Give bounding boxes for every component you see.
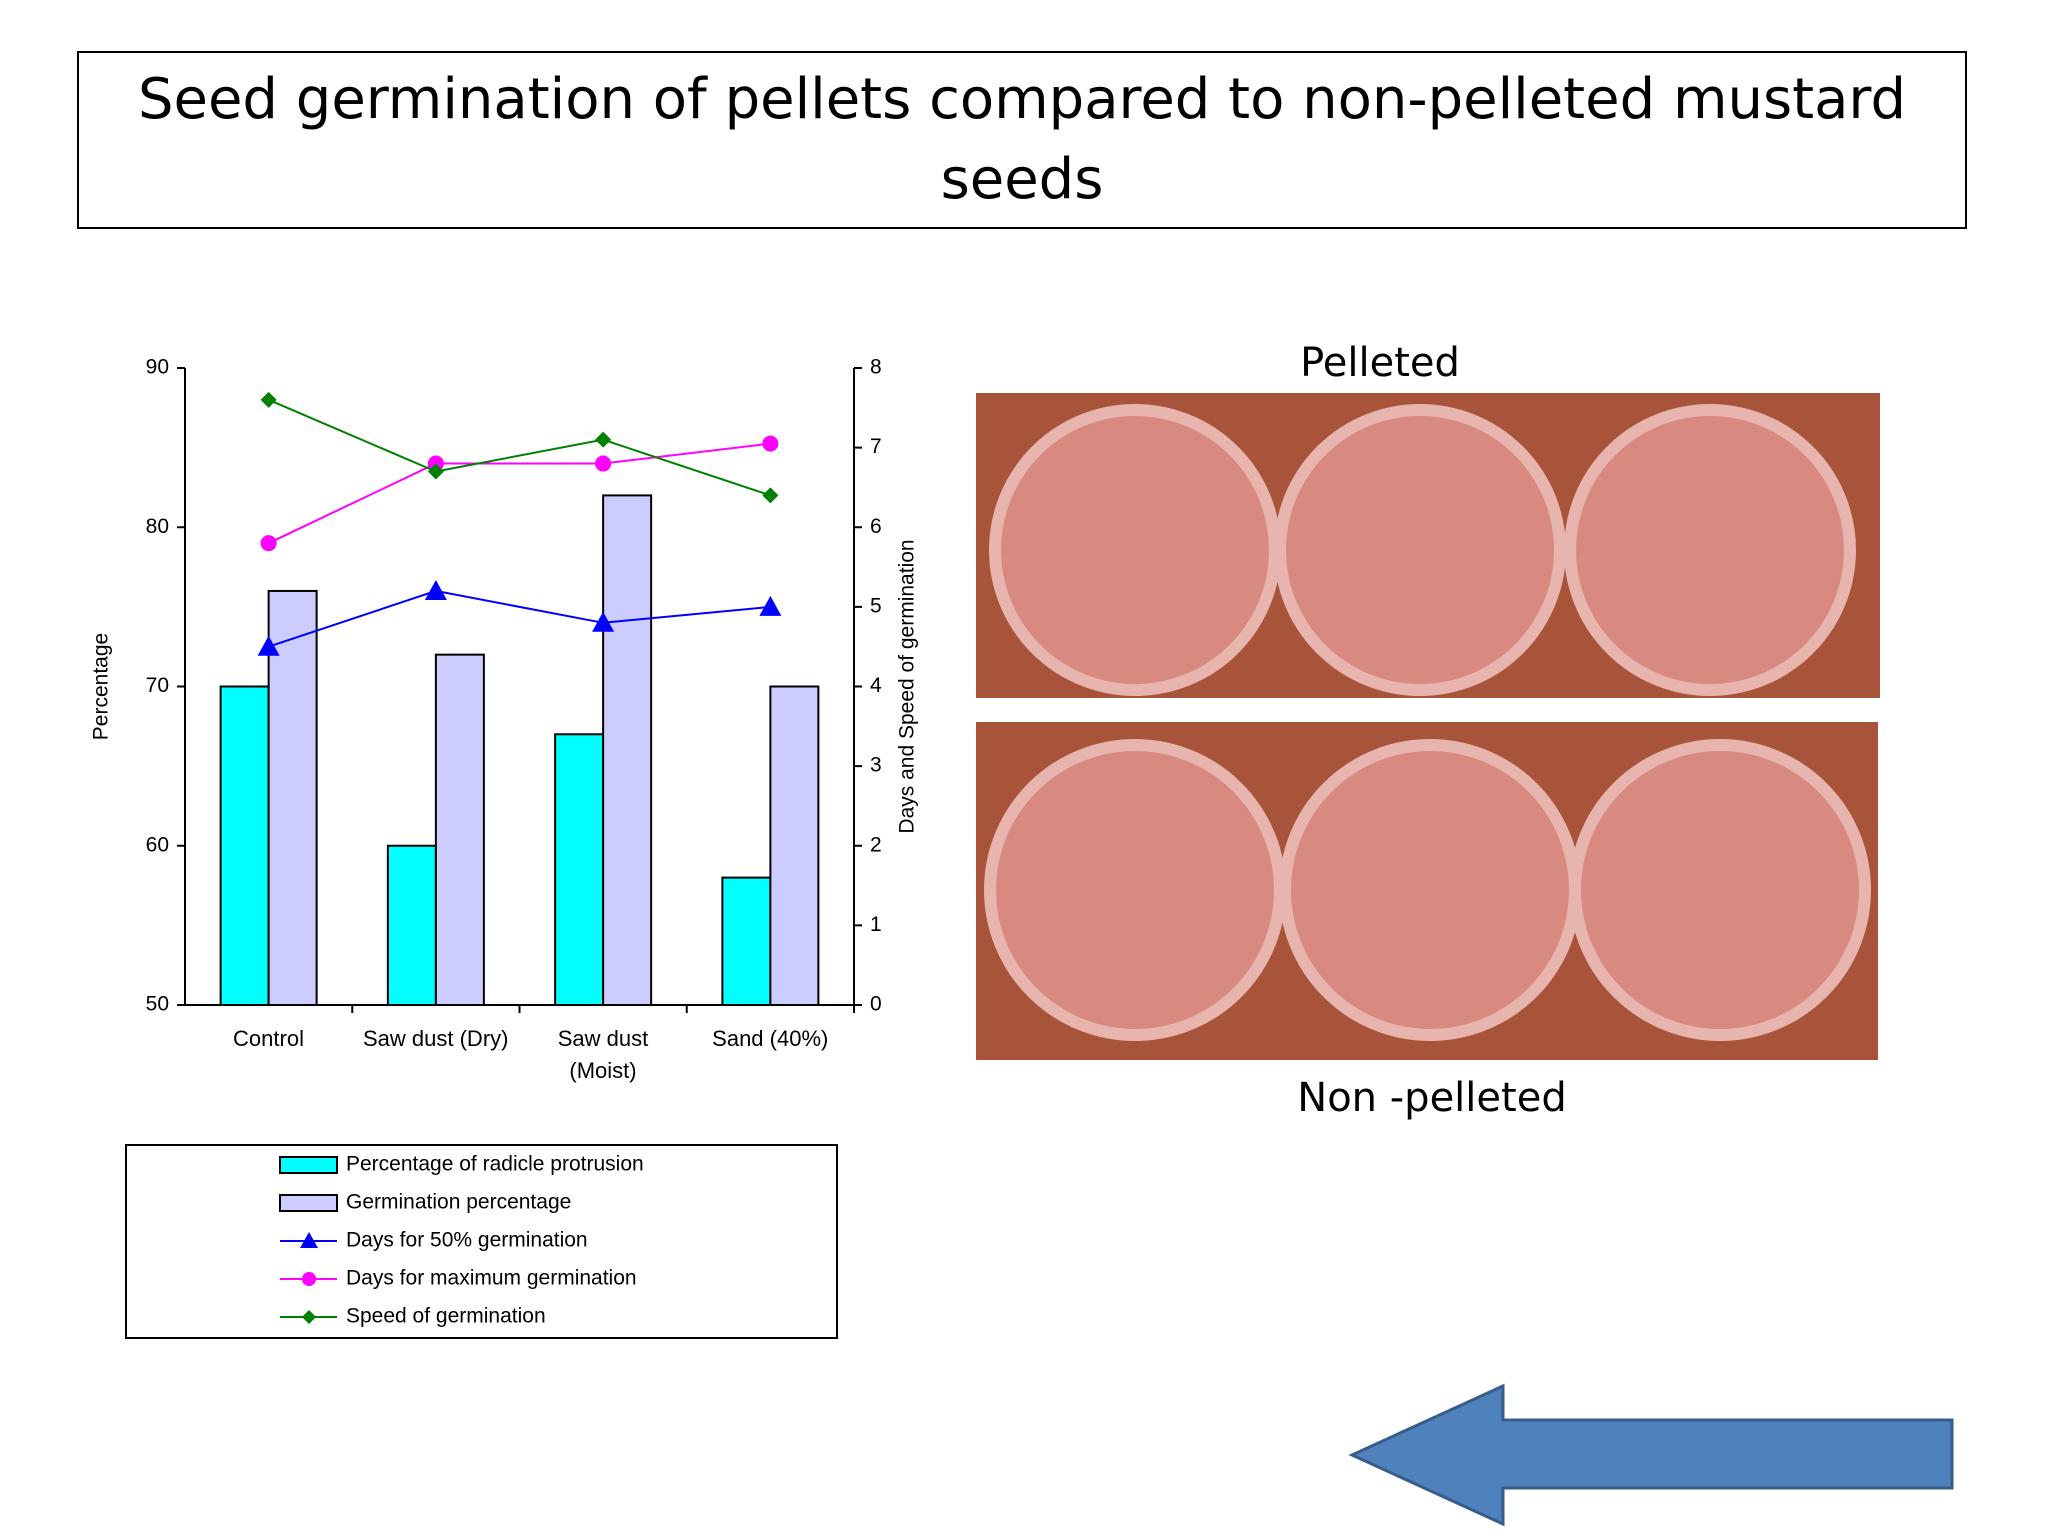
marker [595,455,612,472]
legend-label: Speed of germination [346,1305,546,1328]
y2-tick-label: 8 [870,356,882,379]
y-tick-label: 80 [146,515,169,538]
bar [434,653,485,1007]
y-tick-label: 50 [146,993,169,1016]
y2-tick-label: 7 [870,435,882,458]
x-tick-label: Control [233,1026,304,1051]
y2-tick-label: 2 [870,833,882,856]
y2-tick-label: 5 [870,594,882,617]
bar [267,589,318,1006]
bar [554,733,605,1007]
x-tick-label: Sand (40%) [712,1026,829,1051]
legend-label: Days for 50% germination [346,1229,588,1252]
line [268,589,771,648]
legend-marker [302,1272,316,1286]
pot [1564,404,1856,696]
legend-label: Days for maximum germination [346,1267,637,1290]
back-arrow[interactable] [1348,1383,1954,1527]
y2-tick-label: 3 [870,754,882,777]
y2-tick-label: 6 [870,515,882,538]
marker [592,611,615,632]
legend-marker [302,1310,316,1324]
x-tick-label: Saw dust (Dry) [363,1026,509,1051]
marker [260,391,277,408]
marker [424,579,447,600]
bar [386,844,437,1006]
y2-axis-label: Days and Speed of germination [896,539,919,833]
legend-marker [300,1232,318,1248]
marker [595,431,612,448]
legend-label: Percentage of radicle protrusion [346,1153,644,1176]
y2-tick-label: 1 [870,913,882,936]
y-tick-label: 90 [146,356,169,379]
pot [984,739,1286,1041]
legend-swatch [279,1156,338,1174]
line [268,398,771,497]
pot [1279,739,1581,1041]
x-tick-label: Saw dust (Moist) [557,1026,649,1083]
pot [1569,739,1871,1041]
marker [762,435,779,452]
marker [260,535,277,552]
line [268,442,771,545]
marker [762,487,779,504]
marker [759,595,782,616]
photos [976,393,1880,1060]
pot [989,404,1281,696]
y2-tick-label: 0 [870,993,882,1016]
legend-label: Germination percentage [346,1191,571,1214]
photo-label: Pelleted [1300,340,1460,386]
photo-label: Non -pelleted [1297,1075,1567,1121]
legend [125,1144,838,1339]
bar [769,685,820,1006]
legend-swatch [279,1194,338,1212]
bar [721,876,772,1006]
bar [219,685,270,1006]
pot [1274,404,1566,696]
y-axis-label: Percentage [90,633,113,740]
y-tick-label: 70 [146,674,169,697]
marker [257,635,280,656]
slide-title: Seed germination of pellets compared to … [77,51,1967,229]
y-tick-label: 60 [146,833,169,856]
y2-tick-label: 4 [870,674,882,697]
bar [602,494,653,1006]
marker [427,463,444,480]
